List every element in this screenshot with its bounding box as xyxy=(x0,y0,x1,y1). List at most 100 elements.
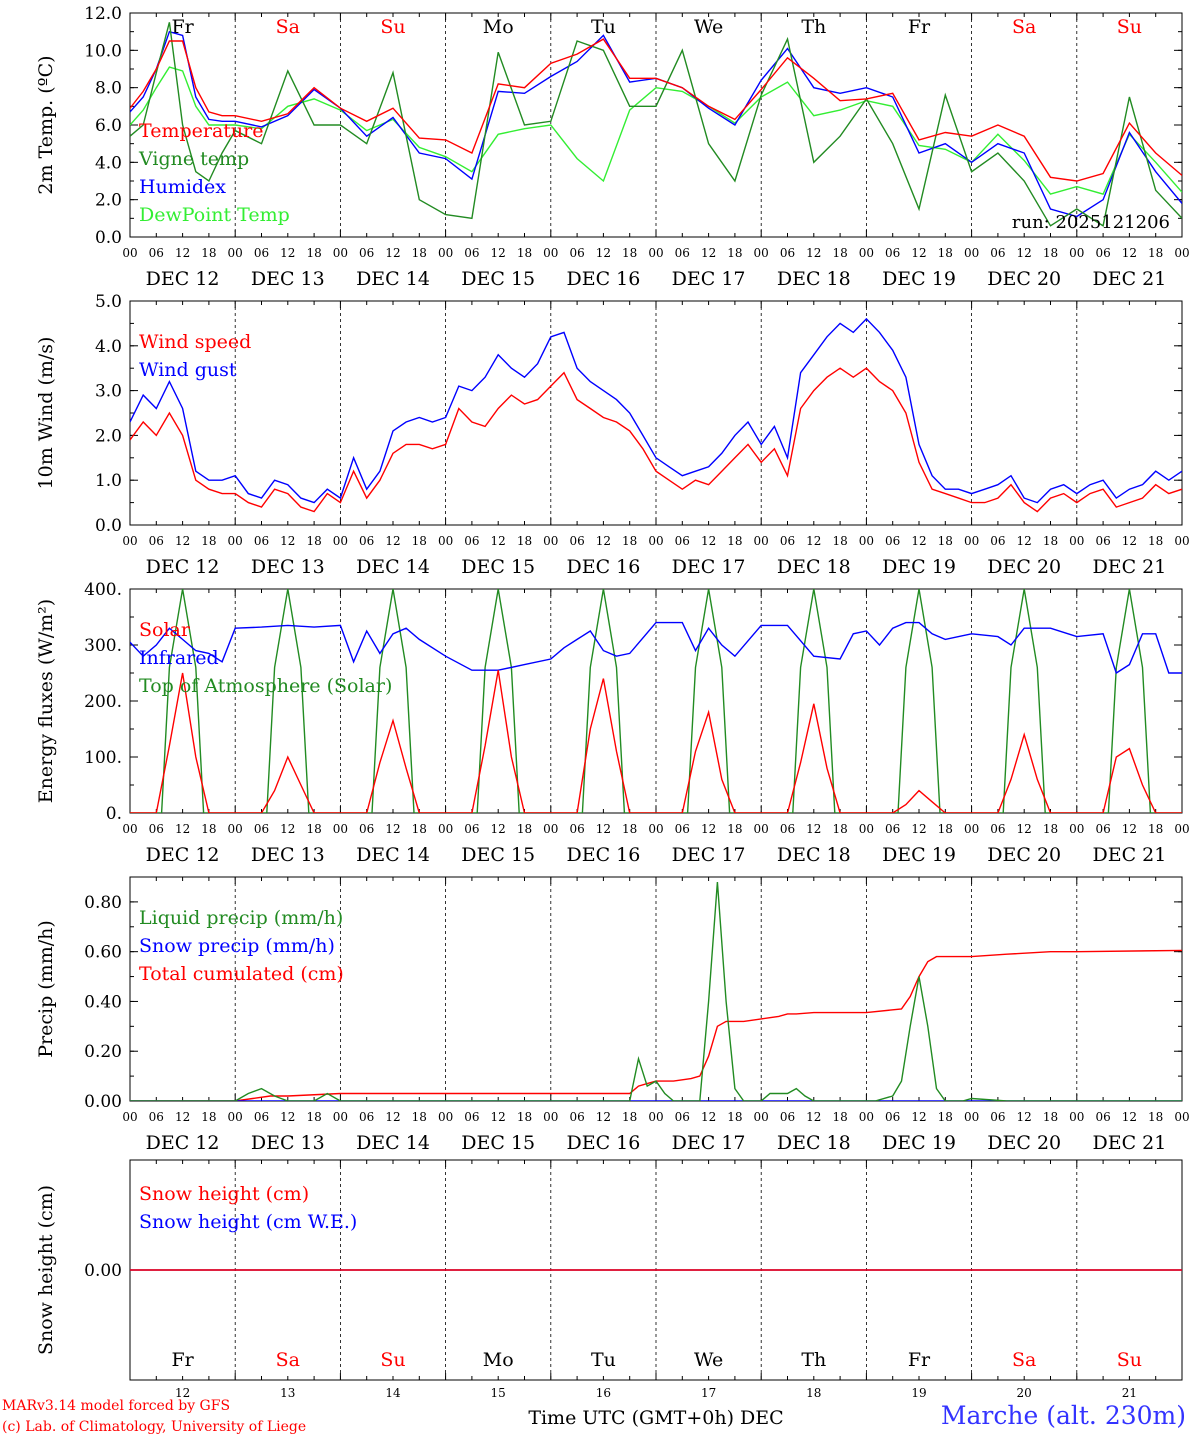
y-tick-label: 0.80 xyxy=(84,893,122,913)
hour-tick-label: 06 xyxy=(1095,1110,1110,1124)
hour-tick-label: 06 xyxy=(780,246,795,260)
hour-tick-label: 00 xyxy=(333,822,348,836)
hour-tick-label: 18 xyxy=(622,1110,637,1124)
hour-tick-label: 18 xyxy=(832,1110,847,1124)
hour-tick-label: 06 xyxy=(990,246,1005,260)
date-label: DEC 17 xyxy=(672,556,746,578)
hour-tick-label: 12 xyxy=(1017,534,1032,548)
date-label: DEC 19 xyxy=(882,556,956,578)
credit-lab: (c) Lab. of Climatology, University of L… xyxy=(2,1419,307,1435)
hour-tick-label: 12 xyxy=(385,1110,400,1124)
hour-tick-label: 00 xyxy=(1174,534,1189,548)
y-tick-label: 0.0 xyxy=(95,516,122,536)
hour-tick-label: 00 xyxy=(754,534,769,548)
y-tick-label: 1.0 xyxy=(95,471,122,491)
day-number-label: 19 xyxy=(911,1386,926,1400)
hour-tick-label: 12 xyxy=(1017,1110,1032,1124)
day-number-label: 13 xyxy=(280,1386,295,1400)
hour-tick-label: 06 xyxy=(675,246,690,260)
hour-tick-label: 00 xyxy=(1069,246,1084,260)
day-name-label: Sa xyxy=(1012,1349,1036,1371)
date-label: DEC 19 xyxy=(882,844,956,866)
y-tick-label: 300. xyxy=(84,636,122,656)
y-tick-label: 0.60 xyxy=(84,943,122,963)
hour-tick-label: 00 xyxy=(543,822,558,836)
hour-tick-label: 18 xyxy=(832,246,847,260)
hour-tick-label: 18 xyxy=(201,246,216,260)
hour-tick-label: 06 xyxy=(254,534,269,548)
hour-tick-label: 06 xyxy=(254,822,269,836)
date-label: DEC 12 xyxy=(146,844,220,866)
hour-tick-label: 00 xyxy=(543,246,558,260)
day-name-label: Sa xyxy=(276,1349,300,1371)
hour-tick-label: 06 xyxy=(254,246,269,260)
hour-tick-label: 00 xyxy=(438,1110,453,1124)
date-label: DEC 18 xyxy=(777,844,851,866)
date-label: DEC 15 xyxy=(461,1132,535,1154)
hour-tick-label: 00 xyxy=(438,534,453,548)
day-name-label: We xyxy=(694,1349,723,1371)
hour-tick-label: 12 xyxy=(596,534,611,548)
hour-tick-label: 00 xyxy=(122,1110,137,1124)
date-label: DEC 13 xyxy=(251,268,325,290)
hour-tick-label: 12 xyxy=(1122,1110,1137,1124)
hour-tick-label: 18 xyxy=(727,822,742,836)
hour-tick-label: 00 xyxy=(1174,822,1189,836)
hour-tick-label: 18 xyxy=(727,246,742,260)
y-tick-label: 0.00 xyxy=(84,1261,122,1281)
date-label: DEC 19 xyxy=(882,1132,956,1154)
day-number-label: 18 xyxy=(806,1386,821,1400)
hour-tick-label: 18 xyxy=(306,246,321,260)
hour-tick-label: 00 xyxy=(228,822,243,836)
hour-tick-label: 00 xyxy=(859,246,874,260)
day-number-label: 17 xyxy=(701,1386,716,1400)
date-label: DEC 20 xyxy=(987,268,1061,290)
hour-tick-label: 06 xyxy=(359,822,374,836)
hour-tick-label: 00 xyxy=(333,534,348,548)
hour-tick-label: 06 xyxy=(464,246,479,260)
date-label: DEC 17 xyxy=(672,1132,746,1154)
hour-tick-label: 18 xyxy=(1043,822,1058,836)
date-label: DEC 13 xyxy=(251,1132,325,1154)
y-tick-label: 10.0 xyxy=(84,41,122,61)
date-label: DEC 21 xyxy=(1092,1132,1166,1154)
hour-tick-label: 12 xyxy=(1122,822,1137,836)
hour-tick-label: 18 xyxy=(306,1110,321,1124)
day-number-label: 14 xyxy=(385,1386,401,1400)
hour-tick-label: 06 xyxy=(569,246,584,260)
day-name-label: Th xyxy=(801,1349,826,1371)
date-label: DEC 12 xyxy=(146,1132,220,1154)
hour-tick-label: 18 xyxy=(306,534,321,548)
run-annotation: run: 2025121206 xyxy=(1012,212,1170,233)
hour-tick-label: 18 xyxy=(1043,246,1058,260)
hour-tick-label: 12 xyxy=(175,246,190,260)
hour-tick-label: 18 xyxy=(517,246,532,260)
hour-tick-label: 12 xyxy=(491,534,506,548)
date-label: DEC 16 xyxy=(566,844,640,866)
date-label: DEC 13 xyxy=(251,556,325,578)
y-tick-label: 100. xyxy=(84,748,122,768)
hour-tick-label: 06 xyxy=(990,822,1005,836)
y-tick-label: 400. xyxy=(84,580,122,600)
date-label: DEC 16 xyxy=(566,268,640,290)
legend-entry: DewPoint Temp xyxy=(139,204,290,226)
hour-tick-label: 12 xyxy=(596,246,611,260)
series-line-1 xyxy=(130,881,1182,1101)
hour-tick-label: 18 xyxy=(727,1110,742,1124)
hour-tick-label: 00 xyxy=(543,1110,558,1124)
hour-tick-label: 12 xyxy=(280,534,295,548)
hour-tick-label: 18 xyxy=(622,822,637,836)
panel-2: 00 06 12 18 00 06 12 18 00 06 12 18 00 06 12 18 00 06 12 18… xyxy=(35,292,1190,578)
series-line-3 xyxy=(130,589,1182,813)
hour-tick-label: 18 xyxy=(201,1110,216,1124)
hour-tick-label: 12 xyxy=(280,1110,295,1124)
hour-tick-label: 12 xyxy=(491,246,506,260)
hour-tick-label: 12 xyxy=(806,534,821,548)
hour-tick-label: 18 xyxy=(201,822,216,836)
y-tick-label: 4.0 xyxy=(95,153,122,173)
hour-tick-label: 06 xyxy=(675,822,690,836)
day-name-label: Fr xyxy=(171,1349,194,1371)
day-name-label: Su xyxy=(1117,1349,1142,1371)
y-axis-title: Precip (mm/h) xyxy=(35,920,57,1058)
hour-tick-label: 18 xyxy=(938,246,953,260)
